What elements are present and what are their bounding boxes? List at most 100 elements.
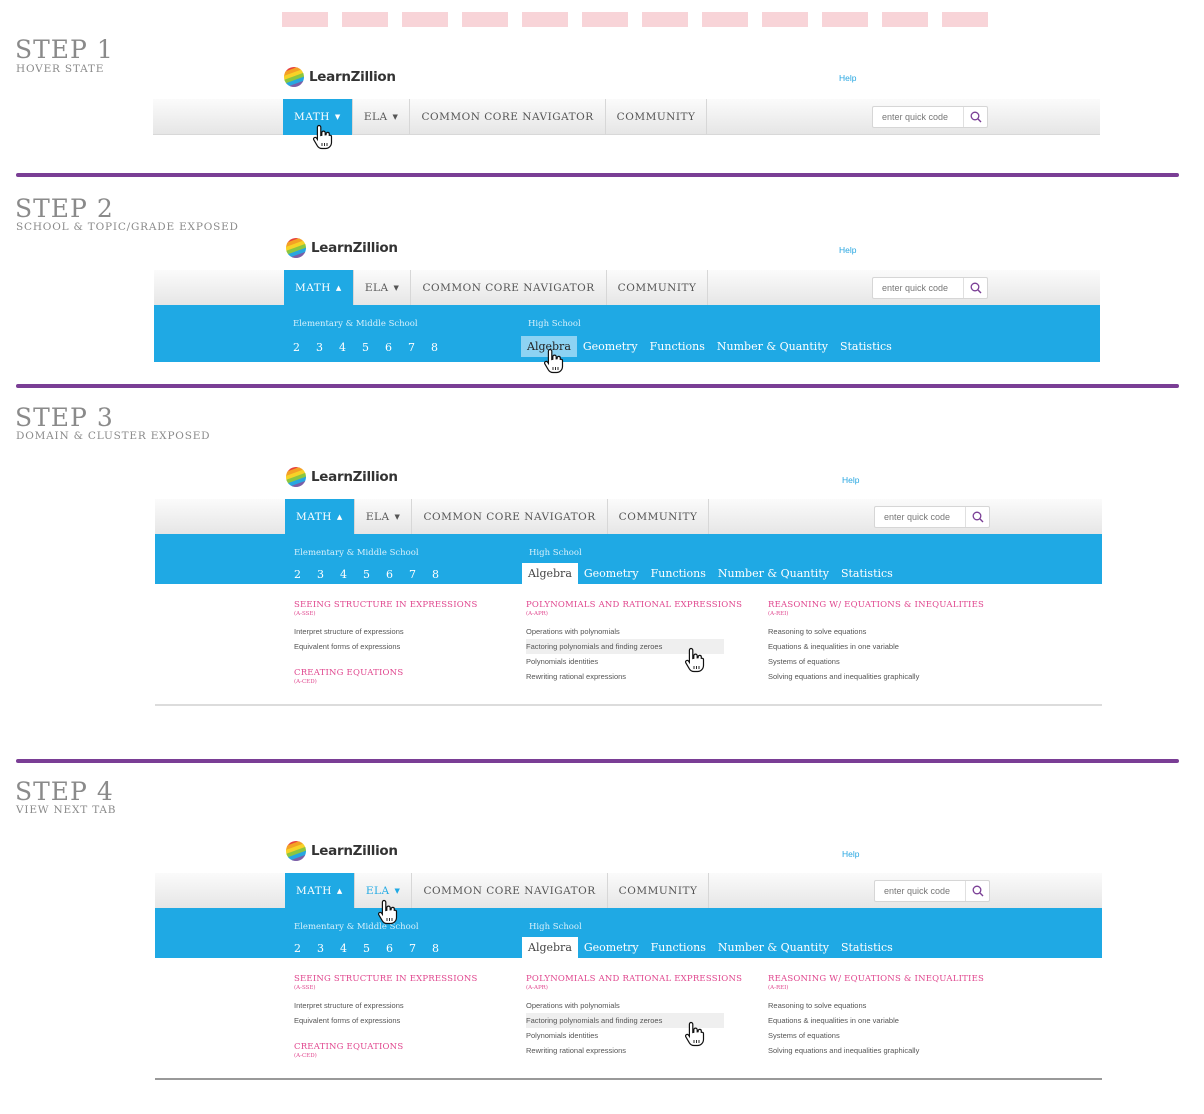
topic-tab-algebra[interactable]: Algebra [522, 937, 578, 958]
cluster-link[interactable]: Solving equations and inequalities graph… [768, 1046, 920, 1055]
grade-link-3[interactable]: 3 [317, 942, 324, 955]
grade-link-6[interactable]: 6 [386, 942, 393, 955]
quick-code-input[interactable]: enter quick code [882, 283, 949, 293]
topic-tab-geometry[interactable]: Geometry [583, 941, 639, 954]
help-link[interactable]: Help [842, 849, 860, 859]
grade-link-2[interactable]: 2 [294, 942, 301, 955]
quick-code-field[interactable]: enter quick code [874, 506, 990, 528]
cluster-link[interactable]: Equivalent forms of expressions [294, 1016, 401, 1025]
nav-item-math[interactable]: MATH ▲ [284, 270, 354, 306]
nav-item-community[interactable]: COMMUNITY [606, 99, 708, 135]
domain-heading[interactable]: POLYNOMIALS AND RATIONAL EXPRESSIONS [526, 600, 743, 610]
grade-link-5[interactable]: 5 [362, 341, 369, 354]
cluster-link[interactable]: Reasoning to solve equations [768, 627, 867, 636]
cluster-link[interactable]: Solving equations and inequalities graph… [768, 672, 920, 681]
nav-item-ela[interactable]: ELA ▼ [355, 873, 413, 909]
nav-item-ela[interactable]: ELA ▼ [354, 270, 412, 306]
topic-tab-geometry[interactable]: Geometry [582, 340, 638, 353]
topic-tab-functions[interactable]: Functions [650, 567, 706, 580]
domain-heading[interactable]: CREATING EQUATIONS [294, 1042, 404, 1052]
nav-item-community[interactable]: COMMUNITY [608, 873, 710, 909]
topic-tab-statistics[interactable]: Statistics [840, 567, 893, 580]
topic-tab-number-quantity[interactable]: Number & Quantity [716, 340, 828, 353]
grade-link-6[interactable]: 6 [386, 568, 393, 581]
cluster-link[interactable]: Rewriting rational expressions [526, 672, 627, 681]
grade-link-8[interactable]: 8 [431, 341, 438, 354]
cluster-link[interactable]: Systems of equations [768, 657, 840, 666]
search-icon[interactable] [963, 107, 987, 127]
cluster-link[interactable]: Equivalent forms of expressions [294, 642, 401, 651]
grade-link-4[interactable]: 4 [339, 341, 346, 354]
cluster-link[interactable]: Reasoning to solve equations [768, 1001, 867, 1010]
topic-tab-algebra[interactable]: Algebra [521, 336, 577, 357]
cluster-link[interactable]: Factoring polynomials and finding zeroes [526, 1013, 724, 1028]
quick-code-input[interactable]: enter quick code [882, 112, 949, 122]
grade-link-2[interactable]: 2 [293, 341, 300, 354]
cluster-link[interactable]: Equations & inequalities in one variable [768, 1016, 899, 1025]
grade-link-3[interactable]: 3 [316, 341, 323, 354]
grade-link-5[interactable]: 5 [363, 942, 370, 955]
domain-heading[interactable]: CREATING EQUATIONS [294, 668, 404, 678]
nav-item-common-core-navigator[interactable]: COMMON CORE NAVIGATOR [412, 499, 608, 535]
learnzillion-logo[interactable]: LearnZillion [286, 237, 398, 259]
cluster-link[interactable]: Rewriting rational expressions [526, 1046, 627, 1055]
grade-link-4[interactable]: 4 [340, 568, 347, 581]
topic-tab-geometry[interactable]: Geometry [583, 567, 639, 580]
learnzillion-logo[interactable]: LearnZillion [284, 66, 396, 88]
topic-tab-statistics[interactable]: Statistics [839, 340, 892, 353]
quick-code-input[interactable]: enter quick code [884, 512, 951, 522]
help-link[interactable]: Help [839, 245, 857, 255]
domain-heading[interactable]: POLYNOMIALS AND RATIONAL EXPRESSIONS [526, 974, 743, 984]
cluster-link[interactable]: Operations with polynomials [526, 627, 620, 636]
topic-tab-number-quantity[interactable]: Number & Quantity [717, 567, 829, 580]
learnzillion-logo[interactable]: LearnZillion [286, 840, 398, 862]
learnzillion-logo[interactable]: LearnZillion [286, 466, 398, 488]
cluster-link[interactable]: Equations & inequalities in one variable [768, 642, 899, 651]
topic-tab-statistics[interactable]: Statistics [840, 941, 893, 954]
domain-heading[interactable]: REASONING W/ EQUATIONS & INEQUALITIES [768, 974, 985, 984]
step-1-subtitle: HOVER STATE [16, 63, 105, 75]
topic-tab-functions[interactable]: Functions [650, 941, 706, 954]
grade-link-7[interactable]: 7 [409, 942, 416, 955]
cluster-link[interactable]: Interpret structure of expressions [294, 627, 404, 636]
grade-link-4[interactable]: 4 [340, 942, 347, 955]
search-icon[interactable] [963, 278, 987, 298]
nav-item-math[interactable]: MATH ▲ [285, 873, 355, 909]
grade-link-7[interactable]: 7 [409, 568, 416, 581]
quick-code-field[interactable]: enter quick code [872, 106, 988, 128]
cluster-link[interactable]: Systems of equations [768, 1031, 840, 1040]
cluster-link[interactable]: Polynomials identities [526, 1031, 599, 1040]
nav-item-community[interactable]: COMMUNITY [607, 270, 709, 306]
grade-link-6[interactable]: 6 [385, 341, 392, 354]
cluster-link[interactable]: Factoring polynomials and finding zeroes [526, 639, 724, 654]
nav-item-math[interactable]: MATH ▲ [285, 499, 355, 535]
topic-tab-functions[interactable]: Functions [649, 340, 705, 353]
grade-link-7[interactable]: 7 [408, 341, 415, 354]
domain-heading[interactable]: SEEING STRUCTURE IN EXPRESSIONS [294, 600, 478, 610]
cluster-link[interactable]: Polynomials identities [526, 657, 599, 666]
grade-link-8[interactable]: 8 [432, 568, 439, 581]
cluster-link[interactable]: Interpret structure of expressions [294, 1001, 404, 1010]
topic-tab-algebra[interactable]: Algebra [522, 563, 578, 584]
cluster-link[interactable]: Operations with polynomials [526, 1001, 620, 1010]
topic-tab-number-quantity[interactable]: Number & Quantity [717, 941, 829, 954]
nav-item-common-core-navigator[interactable]: COMMON CORE NAVIGATOR [410, 99, 606, 135]
grade-link-3[interactable]: 3 [317, 568, 324, 581]
quick-code-field[interactable]: enter quick code [874, 880, 990, 902]
nav-item-community[interactable]: COMMUNITY [608, 499, 710, 535]
domain-heading[interactable]: SEEING STRUCTURE IN EXPRESSIONS [294, 974, 478, 984]
help-link[interactable]: Help [839, 73, 857, 83]
nav-item-common-core-navigator[interactable]: COMMON CORE NAVIGATOR [412, 873, 608, 909]
grade-link-8[interactable]: 8 [432, 942, 439, 955]
quick-code-field[interactable]: enter quick code [872, 277, 988, 299]
search-icon[interactable] [965, 881, 989, 901]
quick-code-input[interactable]: enter quick code [884, 886, 951, 896]
grade-link-5[interactable]: 5 [363, 568, 370, 581]
nav-item-ela[interactable]: ELA ▼ [355, 499, 413, 535]
nav-item-ela[interactable]: ELA ▼ [353, 99, 411, 135]
domain-heading[interactable]: REASONING W/ EQUATIONS & INEQUALITIES [768, 600, 985, 610]
nav-item-common-core-navigator[interactable]: COMMON CORE NAVIGATOR [411, 270, 607, 306]
help-link[interactable]: Help [842, 475, 860, 485]
search-icon[interactable] [965, 507, 989, 527]
grade-link-2[interactable]: 2 [294, 568, 301, 581]
